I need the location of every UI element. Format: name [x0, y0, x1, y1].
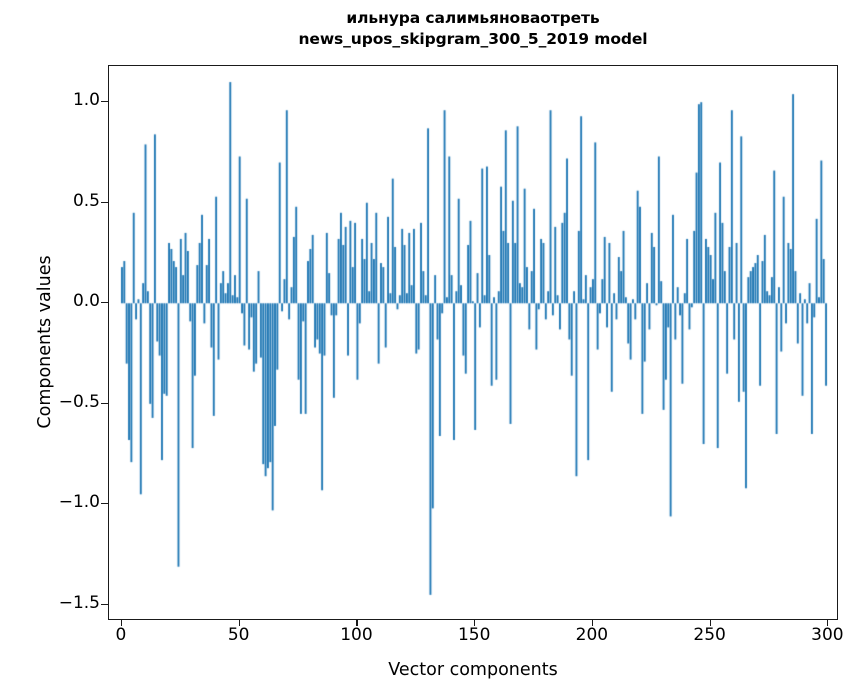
x-tick-label: 250	[693, 625, 726, 645]
y-tick-mark	[101, 402, 108, 404]
y-tick-label: −1.5	[58, 592, 100, 613]
x-tick-label: 0	[115, 625, 127, 645]
x-tick-mark	[827, 619, 829, 626]
y-tick-mark	[101, 201, 108, 203]
y-tick-mark	[101, 302, 108, 304]
x-tick-label: 200	[575, 625, 609, 645]
chart-title-line1: ильнура салимьяноваотреть	[346, 9, 600, 27]
chart-title: ильнура салимьяноваотреть news_upos_skip…	[108, 8, 838, 50]
x-tick-mark	[238, 619, 240, 626]
x-tick-label: 100	[340, 625, 373, 645]
x-axis-label: Vector components	[388, 660, 558, 680]
y-tick-label: 0.5	[72, 190, 100, 211]
x-tick-label: 150	[457, 625, 491, 645]
y-tick-label: −0.5	[58, 391, 100, 412]
plot-area	[108, 65, 838, 620]
y-tick-mark	[101, 603, 108, 605]
y-tick-label: 1.0	[72, 90, 100, 111]
x-tick-mark	[120, 619, 123, 626]
y-tick-label: 0.0	[72, 291, 100, 312]
y-tick-label: −1.0	[58, 492, 100, 513]
x-tick-mark	[356, 619, 358, 626]
x-tick-label: 50	[227, 625, 250, 645]
x-tick-mark	[709, 619, 711, 626]
x-tick-label: 300	[811, 625, 844, 645]
x-tick-mark	[591, 619, 593, 626]
bar-series-canvas	[109, 66, 837, 619]
y-tick-mark	[101, 503, 108, 505]
y-tick-mark	[101, 101, 108, 103]
chart-title-line2: news_upos_skipgram_300_5_2019 model	[298, 30, 648, 48]
y-axis-label: Components values	[35, 255, 55, 429]
x-tick-mark	[474, 619, 476, 626]
y-axis-tick-labels: 1.0 0.5 0.0 −0.5 −1.0 −1.5	[36, 0, 100, 696]
